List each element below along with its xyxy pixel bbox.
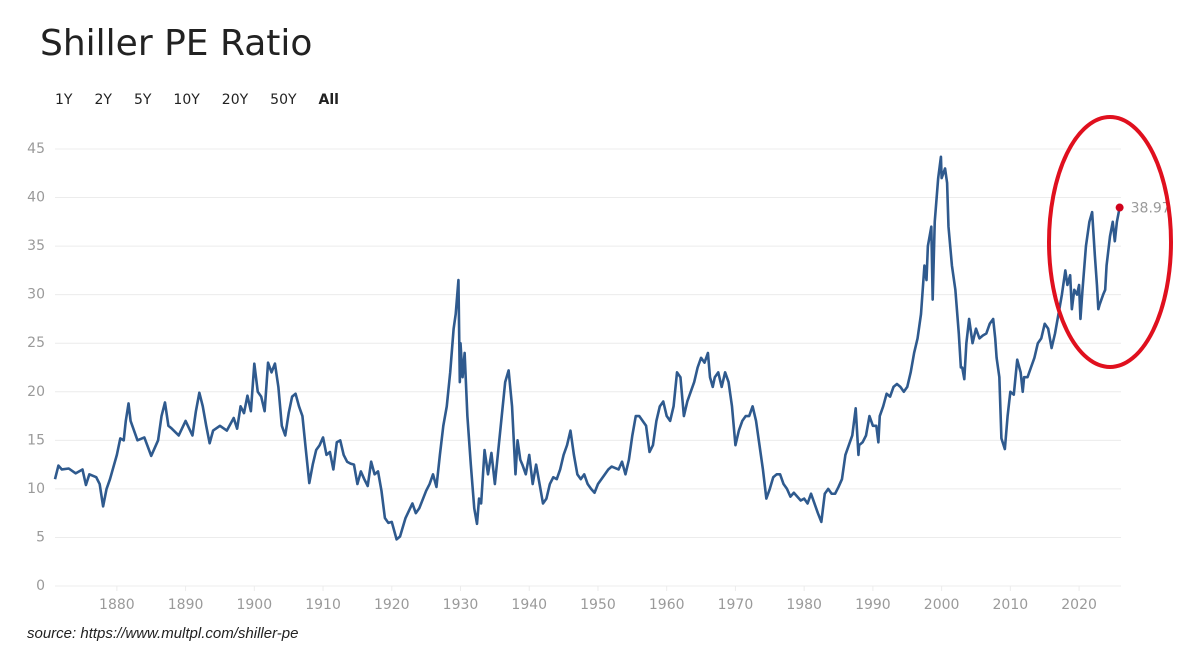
y-tick-label: 5 <box>36 529 45 545</box>
plot-area: 0 5 10 15 20 25 30 35 40 45 1880 1890 1900 1910 1920 19… <box>27 141 1171 613</box>
x-tick-label: 1970 <box>718 597 754 613</box>
range-button[interactable]: 1Y <box>55 92 73 108</box>
x-tick-label: 1990 <box>855 597 891 613</box>
y-tick-label: 40 <box>27 190 45 206</box>
range-button[interactable]: 10Y <box>173 92 200 108</box>
highlight-ellipse <box>1047 115 1173 369</box>
y-tick-label: 45 <box>27 141 45 157</box>
last-value-label: 38.97 <box>1131 201 1171 217</box>
y-tick-label: 30 <box>27 287 45 303</box>
x-tick-label: 1910 <box>305 597 341 613</box>
x-tick-label: 1930 <box>443 597 479 613</box>
range-button[interactable]: 20Y <box>222 92 249 108</box>
range-button[interactable]: 5Y <box>134 92 152 108</box>
x-tick-label: 2010 <box>993 597 1029 613</box>
x-tick-label: 1900 <box>236 597 272 613</box>
x-tick-label: 1960 <box>649 597 685 613</box>
y-tick-label: 20 <box>27 384 45 400</box>
range-button[interactable]: 2Y <box>94 92 112 108</box>
y-tick-label: 10 <box>27 481 45 497</box>
x-tick-label: 1980 <box>786 597 822 613</box>
chart-title: Shiller PE Ratio <box>40 23 312 64</box>
x-tick-label: 2000 <box>924 597 960 613</box>
range-button[interactable]: All <box>319 92 339 108</box>
x-tick-label: 1890 <box>168 597 204 613</box>
y-tick-label: 0 <box>36 578 45 594</box>
data-line <box>53 155 1121 541</box>
y-tick-label: 25 <box>27 335 45 351</box>
last-point <box>1115 203 1124 212</box>
x-tick-label: 1940 <box>511 597 547 613</box>
x-tick-label: 2020 <box>1061 597 1097 613</box>
y-tick-label: 35 <box>27 238 45 254</box>
x-tick-label: 1950 <box>580 597 616 613</box>
y-tick-label: 15 <box>27 432 45 448</box>
x-tick-label: 1920 <box>374 597 410 613</box>
source-note: source: https://www.multpl.com/shiller-p… <box>27 625 299 642</box>
range-button[interactable]: 50Y <box>270 92 297 108</box>
x-tick-label: 1880 <box>99 597 135 613</box>
